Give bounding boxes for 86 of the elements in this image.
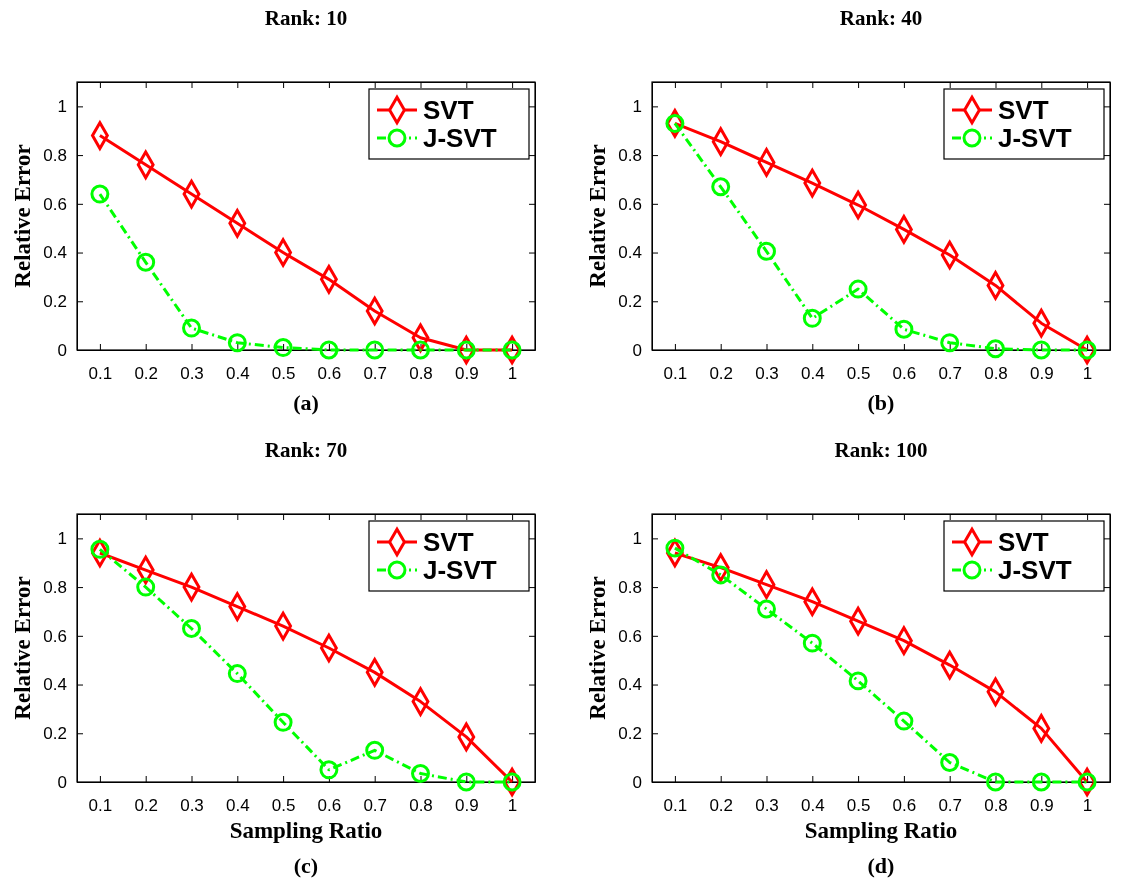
- y-axis-title: Relative Error: [10, 576, 35, 720]
- x-tick-label: 0.8: [409, 796, 433, 816]
- x-tick-label: 0.5: [271, 796, 296, 816]
- x-tick-label: 0.7: [363, 796, 388, 816]
- x-tick-label: 0.1: [88, 364, 113, 384]
- legend-label: SVT: [998, 527, 1049, 557]
- y-tick-label: 0.2: [43, 292, 67, 312]
- legend-label: SVT: [998, 95, 1049, 125]
- x-tick-label: 0.9: [1029, 796, 1054, 816]
- x-tick-label: 0.2: [709, 364, 734, 384]
- legend-label: J-SVT: [423, 123, 497, 153]
- chart-title: Rank: 10: [264, 6, 348, 30]
- y-tick-label: 0: [632, 340, 642, 360]
- x-tick-label: 0.6: [892, 364, 917, 384]
- chart-title: Rank: 70: [264, 438, 348, 462]
- x-axis-title: Sampling Ratio: [804, 818, 958, 843]
- x-tick-label: 0.8: [409, 364, 433, 384]
- y-axis-title: Relative Error: [585, 144, 610, 288]
- x-tick-label: 0.7: [938, 364, 963, 384]
- x-axis-title: Sampling Ratio: [229, 818, 383, 843]
- y-tick-label: 0: [57, 772, 67, 792]
- x-tick-label: 0.3: [180, 364, 204, 384]
- legend-label: SVT: [423, 527, 474, 557]
- y-tick-label: 0.2: [618, 292, 642, 312]
- x-tick-label: 0.7: [363, 364, 388, 384]
- y-tick-label: 0.6: [618, 194, 642, 214]
- x-tick-label: 0.6: [317, 796, 342, 816]
- x-tick-label: 0.8: [984, 364, 1008, 384]
- x-tick-label: 0.4: [800, 364, 825, 384]
- x-tick-label: 1: [507, 796, 518, 816]
- x-tick-label: 0.2: [134, 364, 159, 384]
- y-tick-label: 0.2: [43, 724, 67, 744]
- x-tick-label: 1: [507, 364, 518, 384]
- x-tick-label: 0.9: [1029, 364, 1054, 384]
- text: (d): [867, 853, 895, 878]
- x-tick-label: 0.4: [225, 364, 250, 384]
- y-axis-title: Relative Error: [10, 144, 35, 288]
- y-tick-label: 0.6: [618, 626, 642, 646]
- x-tick-label: 0.3: [755, 796, 779, 816]
- legend-label: J-SVT: [998, 123, 1072, 153]
- text: (a): [293, 390, 319, 415]
- x-tick-label: 0.7: [938, 796, 963, 816]
- x-tick-label: 0.4: [225, 796, 250, 816]
- y-tick-label: 0.8: [43, 146, 67, 166]
- y-tick-label: 0.4: [618, 675, 642, 695]
- y-tick-label: 0.4: [43, 243, 67, 263]
- y-tick-label: 0.6: [43, 626, 67, 646]
- y-tick-label: 0.4: [618, 243, 642, 263]
- x-tick-label: 0.1: [663, 796, 688, 816]
- x-tick-label: 0.6: [317, 364, 342, 384]
- x-tick-label: 0.8: [984, 796, 1008, 816]
- x-tick-label: 0.5: [271, 364, 296, 384]
- x-tick-label: 0.3: [755, 364, 779, 384]
- y-tick-label: 0: [57, 340, 67, 360]
- x-tick-label: 0.3: [180, 796, 204, 816]
- x-tick-label: 0.1: [88, 796, 113, 816]
- y-tick-label: 1: [632, 97, 642, 117]
- x-tick-label: 1: [1082, 796, 1093, 816]
- text: (c): [293, 853, 319, 878]
- y-tick-label: 0.8: [43, 578, 67, 598]
- y-tick-label: 0.2: [618, 724, 642, 744]
- chart-title: Rank: 40: [839, 6, 923, 30]
- text: (b): [867, 390, 895, 415]
- x-tick-label: 0.4: [800, 796, 825, 816]
- y-tick-label: 0: [632, 772, 642, 792]
- legend-label: J-SVT: [423, 555, 497, 585]
- y-axis-title: Relative Error: [585, 576, 610, 720]
- y-tick-label: 1: [632, 529, 642, 549]
- legend-label: J-SVT: [998, 555, 1072, 585]
- y-tick-label: 1: [57, 529, 67, 549]
- chart-title: Rank: 100: [834, 438, 928, 462]
- y-tick-label: 1: [57, 97, 67, 117]
- x-tick-label: 0.9: [454, 796, 479, 816]
- x-tick-label: 0.2: [709, 796, 734, 816]
- legend-label: SVT: [423, 95, 474, 125]
- x-tick-label: 0.1: [663, 364, 688, 384]
- x-tick-label: 0.5: [846, 364, 871, 384]
- y-tick-label: 0.8: [618, 578, 642, 598]
- x-tick-label: 0.6: [892, 796, 917, 816]
- y-tick-label: 0.6: [43, 194, 67, 214]
- x-tick-label: 0.2: [134, 796, 159, 816]
- y-tick-label: 0.8: [618, 146, 642, 166]
- y-tick-label: 0.4: [43, 675, 67, 695]
- x-tick-label: 0.9: [454, 364, 479, 384]
- x-tick-label: 0.5: [846, 796, 871, 816]
- x-tick-label: 1: [1082, 364, 1093, 384]
